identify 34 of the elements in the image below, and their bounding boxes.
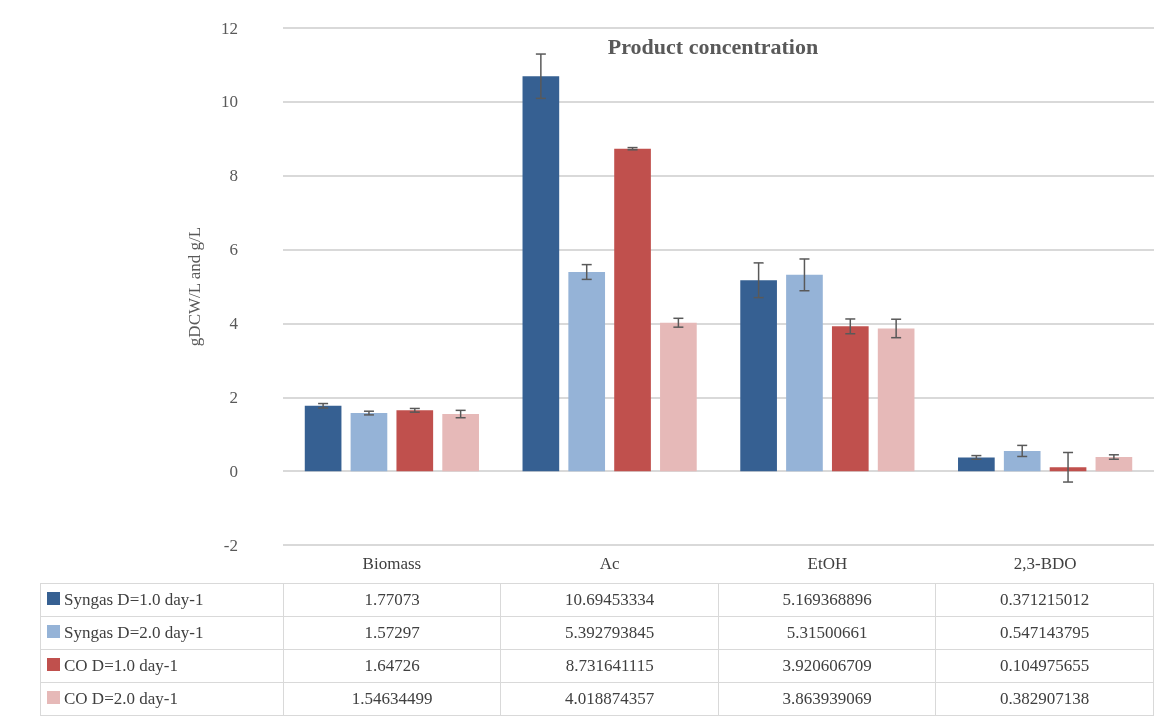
data-label: 3.920606709: [718, 649, 936, 683]
x-tick-label: 2,3-BDO: [1013, 554, 1077, 573]
data-label: 5.169368896: [718, 583, 936, 617]
x-tick-label: Biomass: [362, 554, 422, 573]
y-tick-label: 10: [221, 92, 238, 112]
data-label: 8.731641115: [500, 649, 719, 683]
data-label: 1.57297: [283, 616, 501, 650]
data-label: 0.104975655: [935, 649, 1154, 683]
data-label: 1.77073: [283, 583, 501, 617]
legend-label: Syngas D=1.0 day-1: [64, 590, 204, 609]
legend-label: CO D=2.0 day-1: [64, 689, 178, 708]
data-label: 1.54634499: [283, 682, 501, 716]
data-label: 0.382907138: [935, 682, 1154, 716]
y-tick-label: 8: [229, 166, 238, 186]
y-axis-title: gDCW/L and g/L: [185, 226, 204, 347]
x-tick-label: EtOH: [807, 554, 848, 573]
data-label: 5.31500661: [718, 616, 936, 650]
data-label: 1.64726: [283, 649, 501, 683]
legend-label: Syngas D=2.0 day-1: [64, 623, 204, 642]
y-tick-label: 4: [229, 313, 239, 333]
y-tick-label: -2: [223, 535, 238, 555]
legend-label: CO D=1.0 day-1: [64, 656, 178, 675]
x-tick-label: Ac: [599, 554, 620, 573]
y-tick-label: 0: [229, 461, 238, 481]
data-label: 10.69453334: [500, 583, 719, 617]
data-label: 5.392793845: [500, 616, 719, 650]
y-tick-label: 12: [221, 18, 238, 38]
data-label: 0.547143795: [935, 616, 1154, 650]
data-label: 0.371215012: [935, 583, 1154, 617]
chart-title: Product concentration: [607, 33, 819, 59]
y-tick-label: 6: [229, 240, 238, 260]
data-label: 3.863939069: [718, 682, 936, 716]
y-tick-label: 2: [229, 387, 238, 407]
data-label: 4.018874357: [500, 682, 719, 716]
